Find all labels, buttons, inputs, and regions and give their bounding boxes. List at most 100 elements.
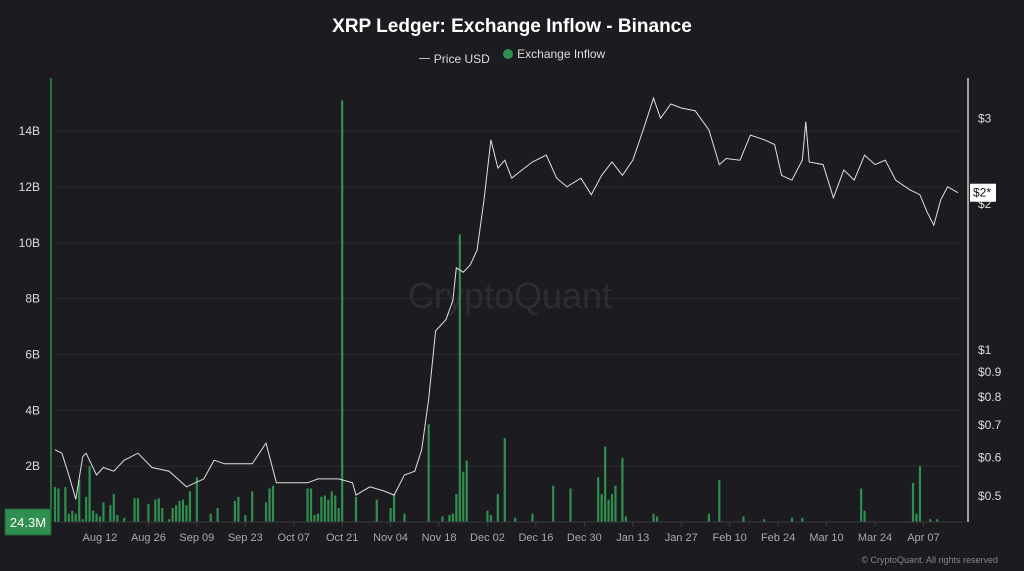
inflow-bar bbox=[323, 495, 326, 522]
inflow-bar bbox=[614, 485, 617, 522]
inflow-bar bbox=[244, 515, 247, 522]
inflow-bar bbox=[81, 519, 84, 522]
inflow-bar bbox=[116, 515, 119, 522]
inflow-bar bbox=[209, 513, 212, 522]
legend-label: Price USD bbox=[433, 51, 490, 66]
inflow-bar bbox=[514, 517, 517, 522]
x-tick-label: Aug 12 bbox=[83, 532, 118, 544]
inflow-bar bbox=[188, 491, 192, 522]
left-tick-label: 4B bbox=[25, 403, 40, 417]
inflow-bar bbox=[98, 516, 102, 522]
inflow-bar bbox=[78, 480, 81, 522]
inflow-bar bbox=[154, 499, 157, 522]
inflow-bar bbox=[860, 488, 863, 522]
inflow-bar bbox=[85, 496, 88, 522]
inflow-bar bbox=[863, 510, 866, 522]
right-tick-label: $3 bbox=[978, 112, 992, 126]
inflow-bar bbox=[552, 485, 555, 522]
inflow-bar bbox=[309, 488, 313, 522]
inflow-bar bbox=[306, 488, 309, 522]
x-tick-label: Feb 10 bbox=[713, 532, 747, 544]
inflow-bar bbox=[185, 505, 188, 522]
inflow-bar bbox=[95, 513, 98, 522]
inflow-bar bbox=[718, 480, 721, 522]
inflow-bar bbox=[330, 491, 333, 522]
inflow-bar bbox=[801, 517, 804, 522]
inflow-bar bbox=[911, 482, 915, 522]
left-tick-label: 6B bbox=[25, 347, 40, 361]
inflow-bar bbox=[455, 494, 458, 522]
axes bbox=[50, 78, 969, 527]
inflow-bar bbox=[936, 519, 939, 522]
inflow-bar bbox=[64, 487, 67, 522]
inflow-bar bbox=[604, 446, 607, 522]
right-tick-label: $0.9 bbox=[978, 365, 1002, 379]
x-tick-label: Sep 23 bbox=[228, 532, 263, 544]
x-tick-label: Oct 21 bbox=[326, 532, 358, 544]
inflow-bar bbox=[790, 517, 794, 522]
right-tick-label: $1 bbox=[978, 343, 992, 357]
left-tick-label: 10B bbox=[19, 236, 40, 250]
crosshair-value-label: 24.3M bbox=[10, 515, 46, 530]
inflow-bar bbox=[237, 496, 240, 522]
watermark: CryptoQuant bbox=[408, 275, 612, 316]
inflow-bar bbox=[67, 513, 70, 522]
inflow-bar bbox=[161, 508, 164, 522]
legend-item-price[interactable]: Price USD bbox=[418, 51, 490, 66]
inflow-bar bbox=[742, 516, 745, 522]
inflow-bar bbox=[462, 471, 465, 522]
inflow-bar bbox=[268, 488, 271, 522]
left-tick-label: 12B bbox=[19, 180, 40, 194]
inflow-bar bbox=[136, 498, 140, 522]
current-price-label: $2* bbox=[973, 186, 991, 200]
inflow-bar bbox=[71, 510, 74, 522]
legend-label: Exchange Inflow bbox=[517, 47, 606, 61]
inflow-bar bbox=[496, 494, 499, 522]
inflow-bar bbox=[57, 488, 60, 522]
crosshair-value-badge bbox=[4, 508, 52, 536]
x-tick-label: Sep 09 bbox=[179, 532, 214, 544]
inflow-bar bbox=[53, 487, 57, 522]
inflow-bar bbox=[181, 499, 185, 522]
left-tick-label: 14B bbox=[19, 124, 40, 138]
inflow-bar bbox=[216, 508, 219, 522]
inflow-bar bbox=[123, 517, 126, 522]
inflow-bar bbox=[375, 499, 378, 522]
inflow-bar bbox=[610, 494, 614, 522]
right-tick-label: $0.8 bbox=[978, 390, 1002, 404]
x-tick-label: Mar 10 bbox=[809, 532, 843, 544]
inflow-bar bbox=[441, 516, 444, 522]
inflow-bar bbox=[327, 499, 330, 522]
x-tick-label: Jan 27 bbox=[665, 532, 698, 544]
inflow-bar bbox=[489, 515, 493, 522]
inflow-bar bbox=[392, 494, 396, 522]
inflow-bar bbox=[763, 519, 766, 522]
inflow-bar bbox=[168, 519, 171, 522]
right-tick-label: $0.7 bbox=[978, 418, 1002, 432]
inflow-bar bbox=[427, 424, 430, 522]
inflow-bar bbox=[133, 498, 136, 522]
inflow-bar bbox=[316, 513, 320, 522]
inflow-bar bbox=[264, 502, 268, 522]
inflow-bar bbox=[171, 508, 174, 522]
left-tick-label: 2B bbox=[25, 459, 40, 473]
x-tick-label: Nov 18 bbox=[422, 532, 457, 544]
inflow-bar bbox=[174, 505, 178, 522]
legend-item-inflow[interactable]: Exchange Inflow bbox=[503, 47, 605, 61]
inflow-bar bbox=[929, 519, 932, 522]
inflow-bar bbox=[354, 496, 358, 522]
right-tick-label: $0.6 bbox=[978, 451, 1002, 465]
inflow-bar bbox=[486, 510, 489, 522]
inflow-bar bbox=[607, 499, 610, 522]
legend: Price USD Exchange Inflow bbox=[0, 47, 1024, 66]
inflow-bar bbox=[531, 513, 534, 522]
current-price-badge bbox=[970, 183, 996, 202]
inflow-bar bbox=[458, 234, 461, 522]
inflow-bar bbox=[918, 466, 922, 522]
inflow-bar bbox=[503, 438, 506, 522]
inflow-bar bbox=[448, 515, 451, 522]
inflow-bar bbox=[320, 496, 323, 522]
dot-swatch-icon bbox=[503, 49, 514, 59]
x-tick-label: Dec 02 bbox=[470, 532, 505, 544]
